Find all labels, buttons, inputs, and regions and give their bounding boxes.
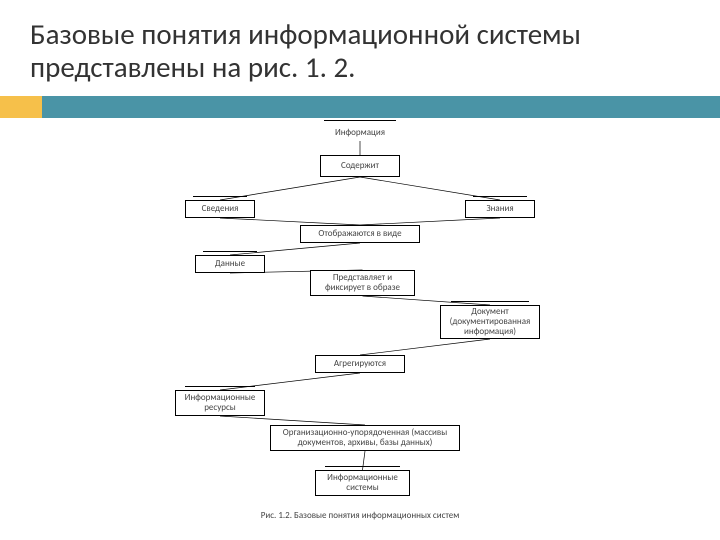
edge-znaniya-oform [360,218,500,225]
diagram-caption: Рис. 1.2. Базовые понятия информационных… [240,510,480,521]
accent-bar [0,96,720,118]
diagram-area: Информация Содержит Сведения Знания Отобража… [175,125,545,525]
node-soderzhit: Содержит [320,155,400,177]
edge-org-is [363,451,366,470]
accent-left [0,96,42,118]
node-predst: Представляет и фиксирует в образе [310,270,415,296]
node-oform: Отображаются в виде [300,225,420,243]
page-title: Базовые понятия информационной системы п… [30,18,690,85]
node-info: Информация [315,125,405,141]
node-is: Информационные системы [315,470,410,496]
edge-document-agreg [360,339,490,355]
node-ir: Информационные ресурсы [175,390,265,416]
edge-agreg-ir [220,373,360,390]
edge-ir-org [220,416,365,425]
node-svedeniya: Сведения [185,200,255,218]
edge-oform-dannye [230,243,360,255]
node-znaniya: Знания [465,200,535,218]
node-document: Документ (документированная информация) [440,305,540,339]
node-org: Организационно-упорядоченная (массивы до… [270,425,460,451]
accent-right [42,96,720,118]
node-dannye: Данные [195,255,265,273]
node-agreg: Агрегируются [315,355,405,373]
edge-svedeniya-oform [220,218,360,225]
